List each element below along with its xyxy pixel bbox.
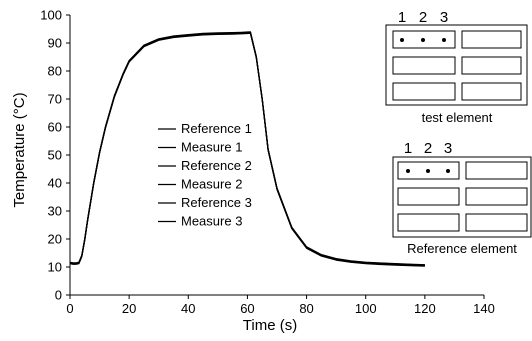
series-line-4 bbox=[69, 32, 425, 267]
legend-label: Reference 3 bbox=[181, 195, 252, 210]
reference-element-number-1: 1 bbox=[404, 140, 412, 157]
x-tick-label: 0 bbox=[66, 301, 73, 316]
y-axis-title: Temperature (°C) bbox=[11, 92, 28, 207]
legend-label: Reference 1 bbox=[181, 121, 252, 136]
legend: Reference 1 Measure 1 Reference 2 Measure 2… bbox=[158, 121, 252, 229]
test-element-number-1: 1 bbox=[398, 9, 406, 26]
x-axis-title: Time (s) bbox=[243, 317, 297, 334]
test-element-caption: test element bbox=[422, 110, 493, 125]
test-element-outer-box bbox=[385, 24, 528, 106]
test-element-number-3: 3 bbox=[440, 9, 448, 26]
legend-label: Measure 1 bbox=[181, 140, 242, 155]
y-tick-label: 20 bbox=[48, 232, 62, 247]
y-ticks: 0 10 20 30 40 50 60 70 80 90 100 bbox=[40, 8, 70, 303]
x-tick-label: 40 bbox=[181, 301, 195, 316]
reference-element-cell bbox=[397, 187, 460, 206]
x-ticks: 0 20 40 60 80 100 120 140 bbox=[66, 295, 495, 316]
test-element-sensor-dot bbox=[421, 38, 425, 42]
y-tick-label: 100 bbox=[40, 8, 62, 23]
reference-element-sensor-dot bbox=[406, 169, 410, 173]
y-tick-label: 50 bbox=[48, 148, 62, 163]
y-tick-label: 30 bbox=[48, 204, 62, 219]
series-line-1 bbox=[69, 31, 425, 266]
legend-label: Measure 3 bbox=[181, 214, 242, 229]
test-element-cell bbox=[461, 56, 522, 75]
y-tick-label: 0 bbox=[55, 288, 62, 303]
test-element-cell bbox=[392, 82, 456, 101]
test-element-cell bbox=[461, 30, 522, 49]
test-element-number-2: 2 bbox=[419, 9, 427, 26]
legend-label: Measure 2 bbox=[181, 177, 242, 192]
test-element-cell bbox=[461, 82, 522, 101]
reference-element-cell bbox=[465, 213, 528, 232]
x-tick-label: 120 bbox=[414, 301, 436, 316]
series-line-6 bbox=[69, 32, 425, 267]
series-line-3 bbox=[69, 31, 425, 266]
test-element-sensor-dot bbox=[442, 38, 446, 42]
reference-element-cell bbox=[465, 161, 528, 180]
reference-element-number-2: 2 bbox=[424, 140, 432, 157]
reference-element-sensor-dot bbox=[426, 169, 430, 173]
y-tick-label: 60 bbox=[48, 120, 62, 135]
test-element-sensor-dot bbox=[400, 38, 404, 42]
legend-label: Reference 2 bbox=[181, 158, 252, 173]
y-tick-label: 80 bbox=[48, 64, 62, 79]
reference-element-sensor-dot bbox=[446, 169, 450, 173]
x-tick-label: 20 bbox=[122, 301, 136, 316]
reference-element-diagram: 1 2 3 Reference element bbox=[392, 140, 532, 256]
series-lines bbox=[69, 31, 425, 267]
test-element-cell bbox=[392, 30, 456, 49]
x-tick-label: 140 bbox=[473, 301, 495, 316]
reference-element-cell bbox=[397, 161, 460, 180]
x-tick-label: 60 bbox=[240, 301, 254, 316]
series-line-5 bbox=[69, 32, 425, 267]
y-tick-label: 10 bbox=[48, 260, 62, 275]
reference-element-outer-box bbox=[392, 156, 532, 238]
reference-element-cell bbox=[397, 213, 460, 232]
x-tick-label: 100 bbox=[355, 301, 377, 316]
test-element-diagram: 1 2 3 test element bbox=[385, 9, 528, 125]
reference-element-caption: Reference element bbox=[407, 241, 517, 256]
test-element-cell bbox=[392, 56, 456, 75]
y-tick-label: 40 bbox=[48, 176, 62, 191]
x-tick-label: 80 bbox=[299, 301, 313, 316]
series-line-2 bbox=[69, 31, 425, 266]
y-tick-label: 70 bbox=[48, 92, 62, 107]
reference-element-cell bbox=[465, 187, 528, 206]
reference-element-number-3: 3 bbox=[444, 140, 452, 157]
y-tick-label: 90 bbox=[48, 36, 62, 51]
